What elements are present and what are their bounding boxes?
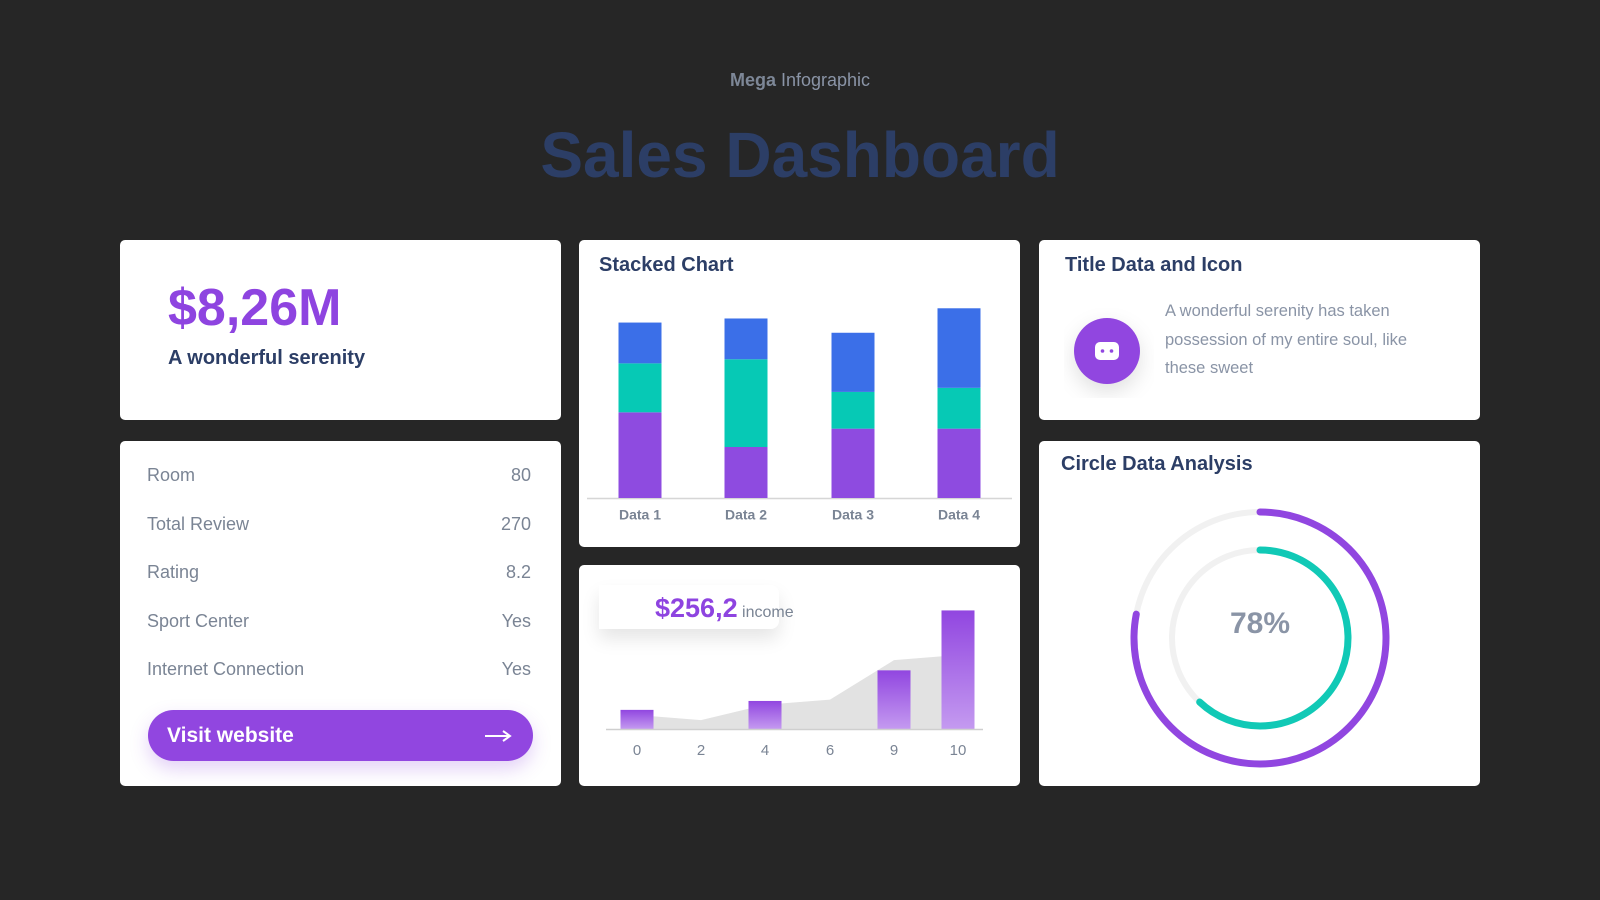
radial-chart: 78% [1130, 508, 1390, 768]
kpi-value: $8,26M [168, 279, 342, 337]
x-tick-label: Data 1 [619, 507, 661, 523]
row-value: 270 [500, 513, 531, 534]
row-label: Internet Connection [147, 659, 305, 679]
x-tick-label: Data 2 [725, 507, 767, 523]
row-value: Yes [501, 659, 531, 679]
bar-segment [937, 428, 981, 498]
info-card: Title Data and Icon A wonderful serenity… [1039, 240, 1480, 420]
info-title: Title Data and Icon [1065, 254, 1243, 276]
eyebrow: Mega Infographic [0, 70, 1600, 91]
x-tick-label: Data 4 [938, 507, 980, 523]
bar-segment [724, 359, 768, 447]
row-label: Total Review [147, 513, 250, 534]
chat-icon [1074, 318, 1140, 384]
button-label: Visit website [167, 724, 294, 747]
bar-segment [724, 318, 768, 360]
row-value: 8.2 [505, 562, 531, 582]
bar [620, 709, 654, 729]
arrow-icon [485, 730, 512, 742]
annotation-label: income [742, 604, 794, 621]
bar-segment [831, 391, 875, 429]
details-card: Visit website Room 80 Total Review 270 Ratin… [120, 441, 561, 786]
x-tick-label: 2 [697, 742, 705, 759]
income-card: 0 2 4 6 9 10 $256,2 income [579, 565, 1020, 786]
bar-segment [937, 387, 981, 429]
row-label: Sport Center [147, 610, 250, 631]
bar [877, 670, 911, 729]
x-tick-label: 0 [633, 742, 641, 759]
chart-title: Stacked Chart [599, 254, 734, 276]
kpi-card: $8,26M A wonderful serenity [120, 240, 561, 420]
bar [748, 700, 782, 729]
bar [941, 610, 975, 729]
bar-segment [831, 332, 875, 392]
center-label: 78% [1230, 607, 1290, 640]
bar-segment [618, 322, 662, 364]
annotation-value: $256,2 [655, 593, 738, 623]
bar-segment [937, 308, 981, 388]
row-value: 80 [510, 465, 531, 485]
x-tick-label: 6 [826, 742, 834, 759]
stacked-card: Stacked Chart Data 1 Data 2 Data 3 Data 4 [579, 240, 1020, 547]
annotation-box [599, 585, 779, 629]
eyebrow-bold: Mega [729, 70, 776, 90]
x-tick-label: 4 [761, 742, 769, 759]
bar-segment [724, 447, 768, 498]
chart-title: Circle Data Analysis [1061, 453, 1253, 475]
annotation: $256,2 income [655, 593, 794, 624]
x-tick-label: Data 3 [832, 507, 874, 523]
visit-button[interactable]: Visit website [148, 710, 533, 761]
bar-segment [618, 412, 662, 498]
bar-segment [618, 363, 662, 413]
bar-segment [831, 428, 875, 498]
info-text: A wonderful serenity has taken possessio… [1165, 302, 1408, 377]
row-label: Rating [147, 562, 200, 582]
kpi-label: A wonderful serenity [168, 347, 366, 369]
circle-card: Circle Data Analysis 78% [1039, 441, 1480, 786]
eyebrow-text: Infographic [780, 70, 871, 90]
ring-arc [1168, 546, 1352, 730]
x-tick-label: 9 [890, 742, 898, 759]
x-tick-label: 10 [950, 742, 967, 759]
row-label: Room [147, 465, 196, 485]
row-value: Yes [501, 610, 531, 631]
income-chart: 0 2 4 6 9 10 [606, 610, 983, 759]
ring-arc [1130, 508, 1390, 768]
stacked-chart: Data 1 Data 2 Data 3 Data 4 [587, 308, 1012, 523]
page-title: Sales Dashboard [540, 119, 1060, 191]
